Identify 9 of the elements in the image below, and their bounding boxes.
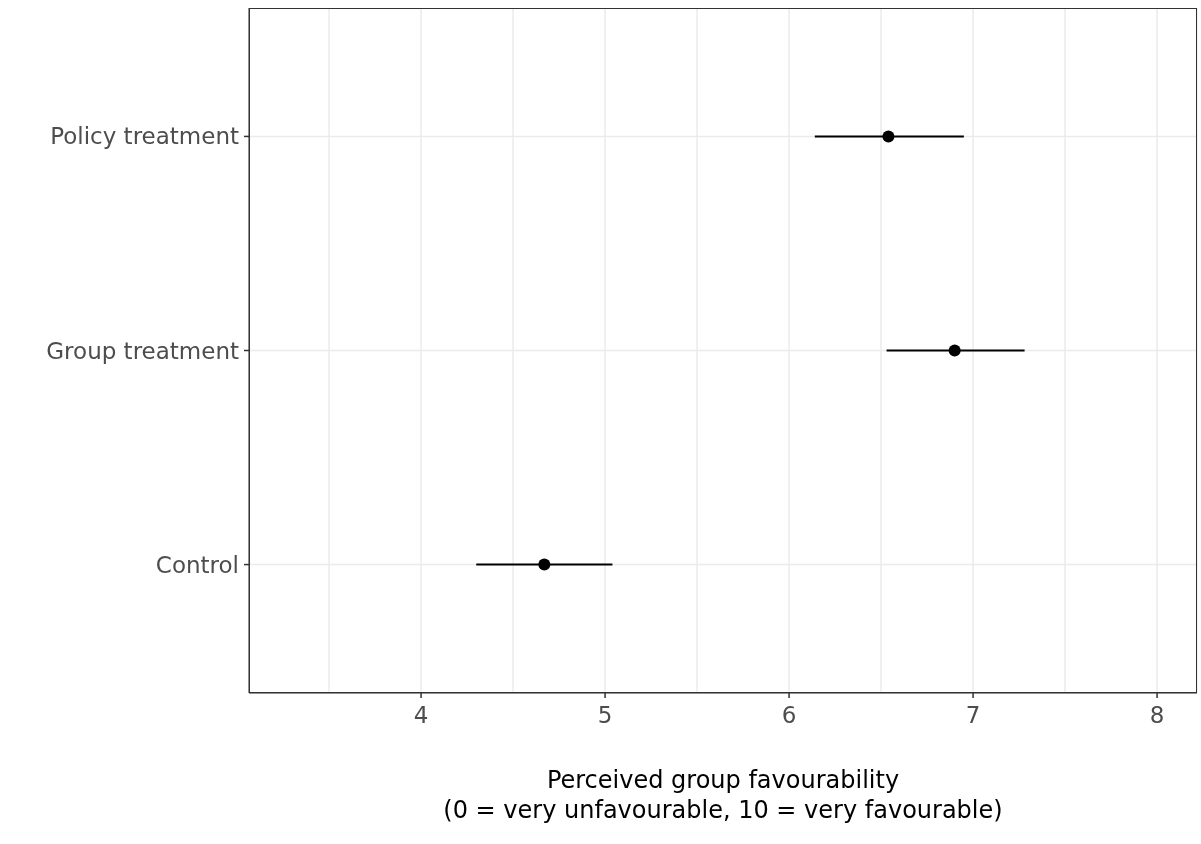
x-tick-label: 6 — [781, 702, 797, 728]
x-tick-label: 7 — [965, 702, 981, 728]
x-axis-title: Perceived group favourability (0 = very unfavourable, 10 = very favourable) — [443, 766, 1003, 824]
y-tick-label: Control — [155, 551, 239, 578]
y-tick-label: Group treatment — [46, 337, 239, 364]
x-tick-label: 4 — [413, 702, 429, 728]
x-tick-label: 8 — [1149, 702, 1165, 728]
y-tick-label: Policy treatment — [50, 123, 239, 150]
x-tick-label: 5 — [597, 702, 613, 728]
